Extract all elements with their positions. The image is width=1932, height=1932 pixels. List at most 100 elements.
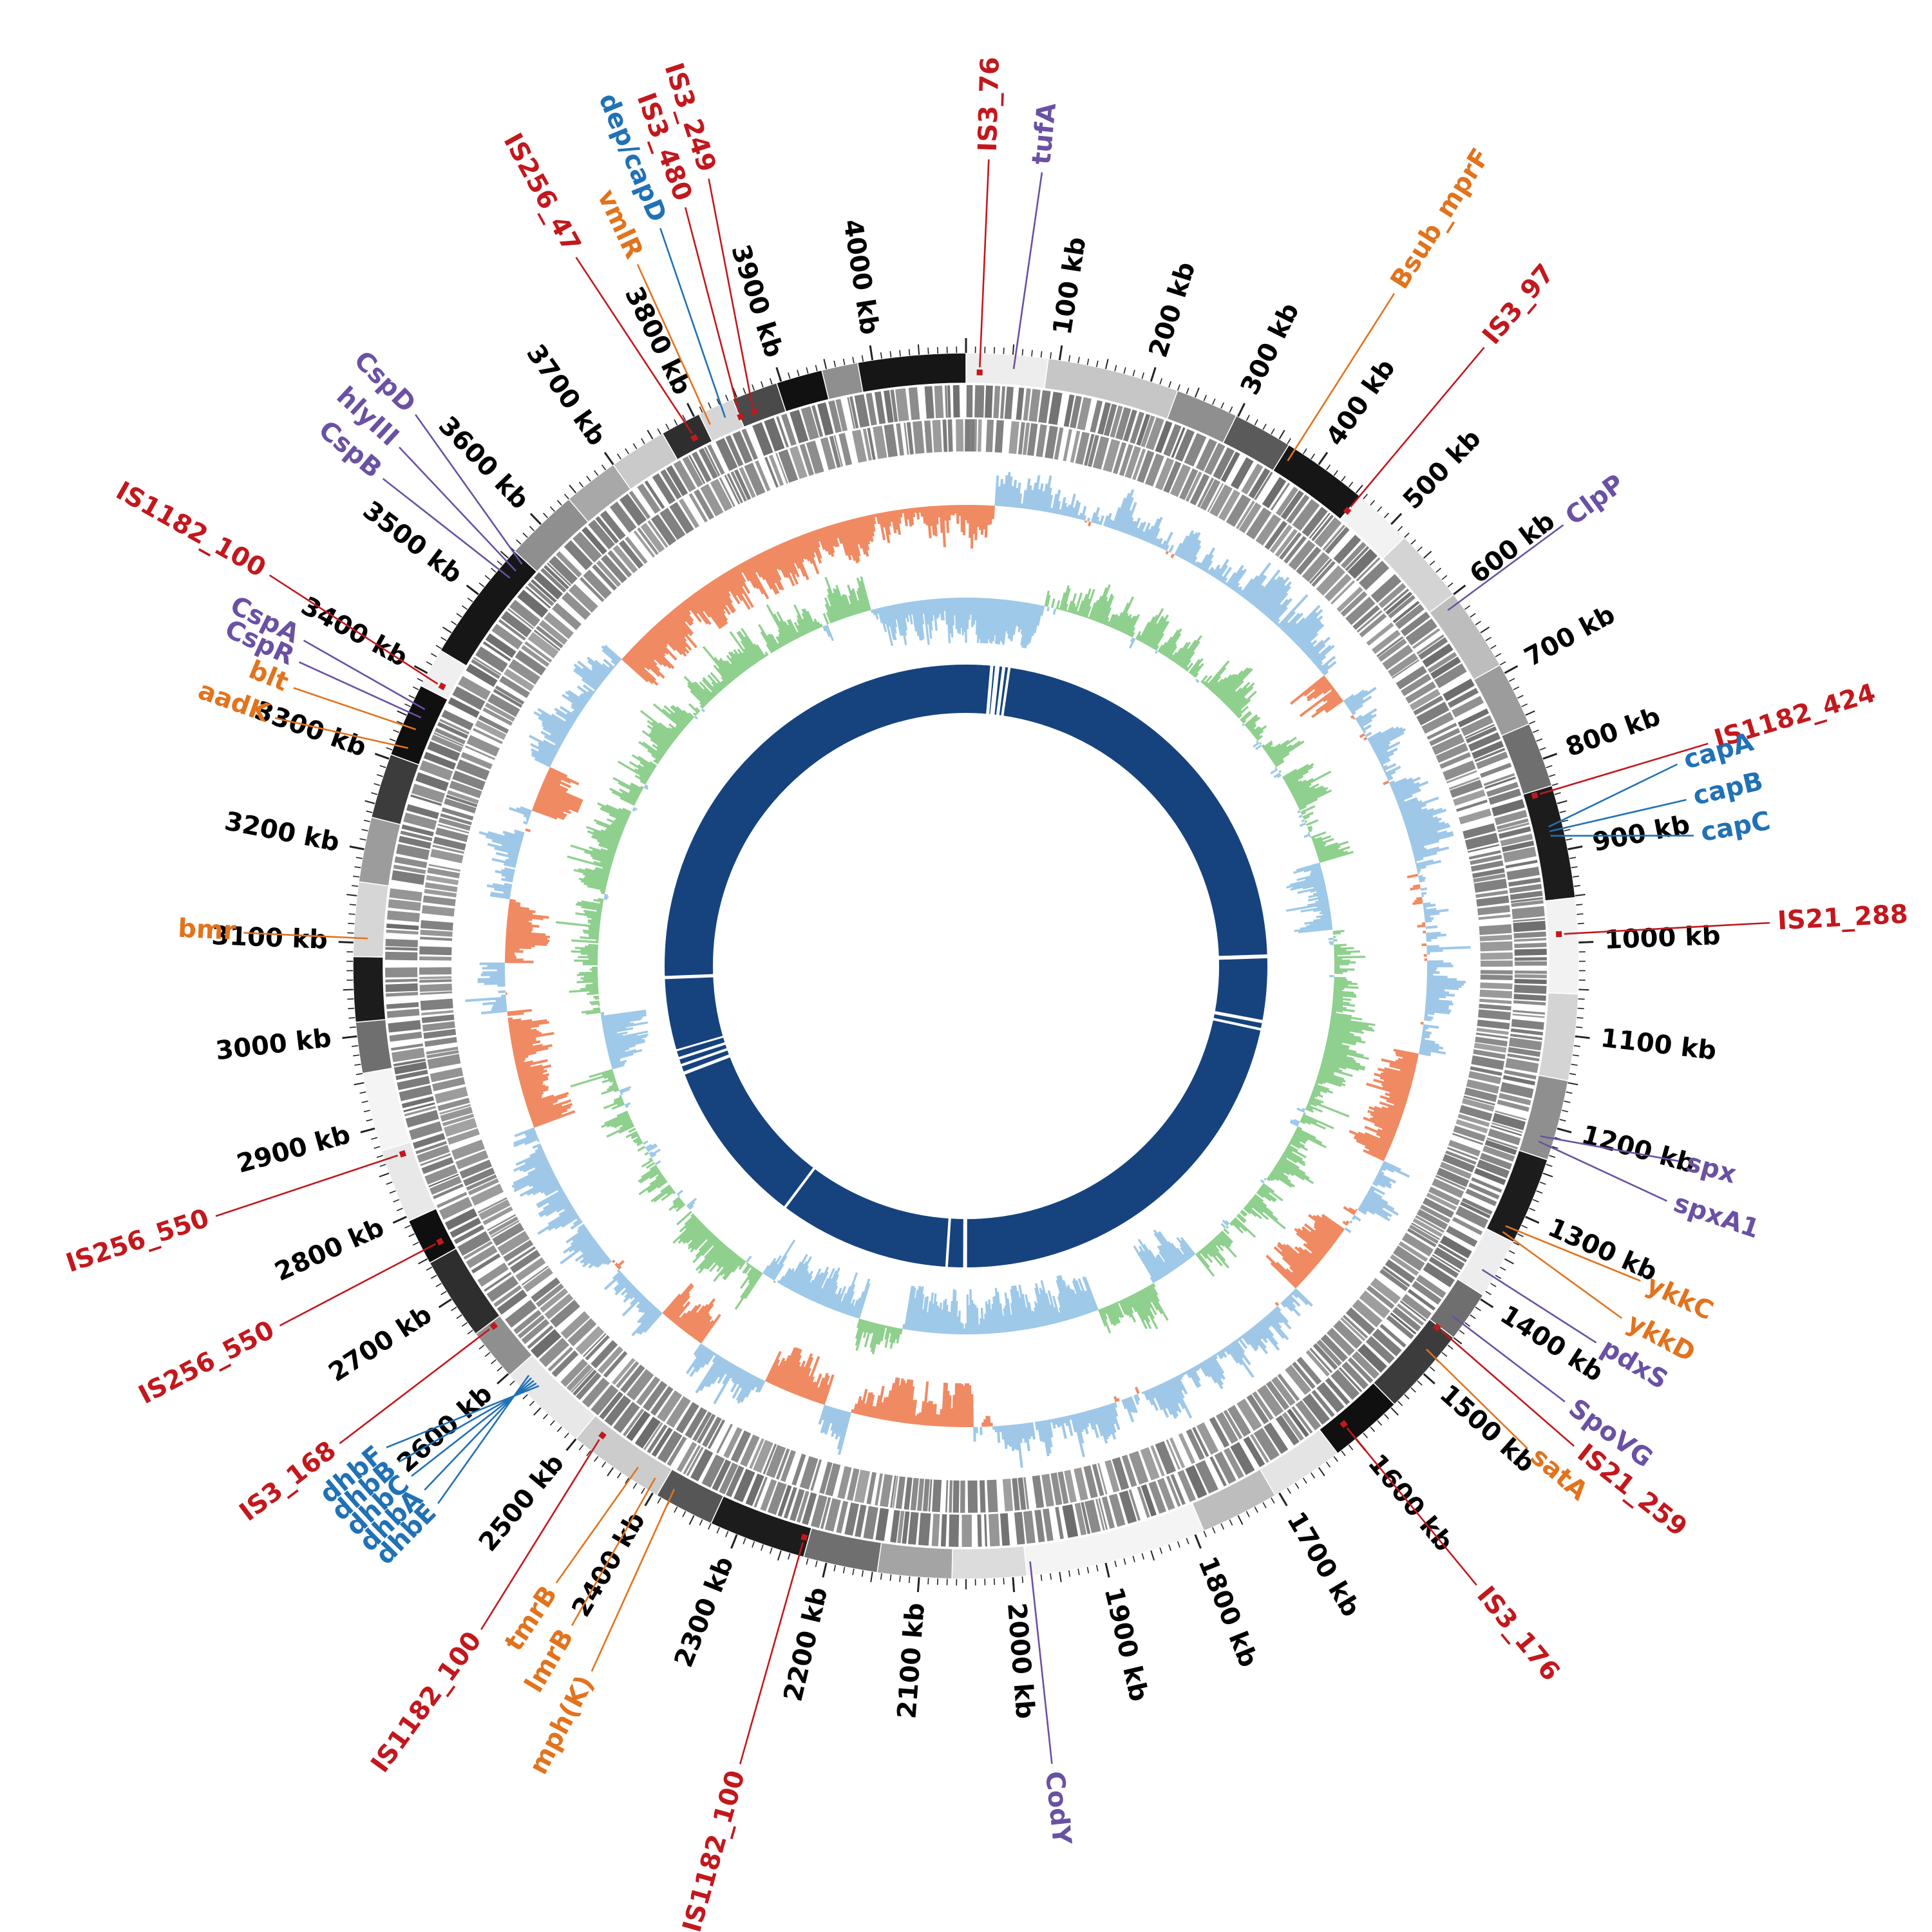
tick-label: 4000 kb (837, 217, 884, 336)
tick-label: 1900 kb (1099, 1584, 1154, 1704)
tick-label: 3000 kb (214, 1023, 333, 1066)
gene-label-line (575, 256, 693, 434)
tick-label: 200 kb (1143, 258, 1201, 361)
gene-label-line (382, 478, 511, 579)
is-mark (436, 1237, 444, 1246)
gene-label-line (399, 446, 516, 572)
tick-label: 1200 kb (1578, 1120, 1698, 1179)
tick-label: 3700 kb (520, 339, 611, 451)
gene-label-line (293, 687, 417, 730)
is-mark (399, 1150, 407, 1158)
is-mark (1433, 1323, 1441, 1332)
gene-label-IS3_97: IS3_97 (1477, 258, 1560, 350)
contig-segment (370, 753, 420, 826)
cds-reverse-ring (419, 419, 1513, 1513)
tick-label: 900 kb (1590, 810, 1692, 858)
gene-label-line (708, 178, 753, 407)
gene-label-line (1539, 743, 1709, 795)
gene-label-line (303, 639, 426, 710)
contig-segment (951, 1545, 1028, 1580)
gene-label-line (215, 1154, 399, 1217)
gene-label-capC: capC (1698, 806, 1772, 848)
tick-label: 2400 kb (566, 1507, 651, 1622)
tick-label: 800 kb (1562, 702, 1664, 763)
is-mark (750, 407, 758, 415)
is-mark (489, 1321, 498, 1331)
contig-segment (1259, 1428, 1339, 1497)
is-mark (1340, 1419, 1348, 1428)
contig-segment (1544, 896, 1580, 995)
tick-label: 2800 kb (270, 1213, 389, 1287)
is-mark (1343, 506, 1352, 515)
gene-label-line (386, 1385, 540, 1448)
gene-label-line (269, 574, 439, 685)
gene-label-bmr: bmr (177, 914, 236, 946)
alignment-gap (990, 665, 1000, 716)
gene-label-line (415, 413, 523, 565)
alignment-ring (663, 664, 1269, 1269)
gene-label-line (1549, 799, 1687, 833)
tick-label: 3500 kb (357, 495, 468, 589)
gene-label-line (1447, 524, 1564, 611)
is-mark (737, 413, 744, 421)
gene-label-line (1481, 1269, 1597, 1343)
gene-label-line (1538, 1141, 1668, 1202)
gene-label-IS3_76: IS3_76 (973, 57, 1005, 152)
gene-label-line (298, 661, 422, 719)
gene-label-line (279, 1243, 436, 1327)
gene-label-IS256_47: IS256_47 (498, 128, 587, 257)
gene-label-tufA: tufA (1027, 102, 1062, 166)
tick-label: 2100 kb (892, 1602, 931, 1719)
contig-segment (352, 881, 390, 958)
alignment-gap (945, 1217, 951, 1269)
gene-label-line (684, 207, 740, 412)
gene-label-line (1505, 1225, 1641, 1282)
alignment-gap (679, 1047, 729, 1067)
gene-label-IS21_288: IS21_288 (1777, 900, 1909, 936)
gene-label-line (480, 1439, 600, 1630)
tick-label: 2000 kb (1001, 1602, 1040, 1719)
alignment-gap (663, 974, 715, 980)
alignment-band (665, 665, 1267, 1267)
gene-label-IS1182_100: IS1182_100 (111, 476, 270, 583)
alignment-gap (682, 1054, 732, 1075)
tick-label: 2500 kb (473, 1448, 570, 1557)
tick-label: 700 kb (1520, 600, 1620, 672)
gene-label-line (1029, 1561, 1053, 1764)
gene-label-IS1182_100: IS1182_100 (365, 1626, 488, 1778)
tick-label: 300 kb (1235, 298, 1305, 399)
gene-label-line (243, 932, 368, 940)
tick-label: 1100 kb (1599, 1023, 1718, 1066)
alignment-gap (1217, 954, 1269, 960)
is-mark (690, 434, 699, 442)
alignment-gap (1001, 666, 1011, 717)
tick-label: 3900 kb (725, 242, 788, 361)
is-mark (438, 682, 446, 690)
tick-label: 3200 kb (222, 806, 342, 858)
tick-label: 1700 kb (1281, 1507, 1366, 1622)
alignment-gap (1211, 1018, 1262, 1031)
contig-segment (821, 362, 864, 401)
gene-label-spxA1: spxA1 (1670, 1188, 1763, 1244)
tick-label: 2900 kb (234, 1120, 354, 1179)
alignment-gap (675, 1035, 725, 1052)
cds-forward-ring (384, 384, 1548, 1548)
gene-label-Bsub_mprF: Bsub_mprF (1385, 143, 1495, 294)
gene-label-line (591, 1488, 676, 1672)
gc-skew-ring (555, 576, 1376, 1355)
tick-label: 500 kb (1397, 424, 1487, 515)
gene-labels: IS3_76 tufABsub_mprFIS3_97ClpPIS1182_424c… (62, 57, 1909, 1932)
tick-label: 600 kb (1464, 506, 1560, 589)
alignment-gap (996, 665, 1006, 717)
alignment-gap (783, 1166, 816, 1209)
gene-label-line (274, 717, 409, 749)
alignment-gap (986, 664, 994, 715)
is-mark (598, 1431, 607, 1440)
tick-label: 100 kb (1048, 235, 1092, 337)
contig-segment (876, 1542, 953, 1580)
is-mark (1531, 791, 1539, 799)
gc-content-ring (465, 471, 1471, 1468)
gene-label-line (1540, 1135, 1680, 1162)
gene-label-line (1346, 1427, 1477, 1586)
